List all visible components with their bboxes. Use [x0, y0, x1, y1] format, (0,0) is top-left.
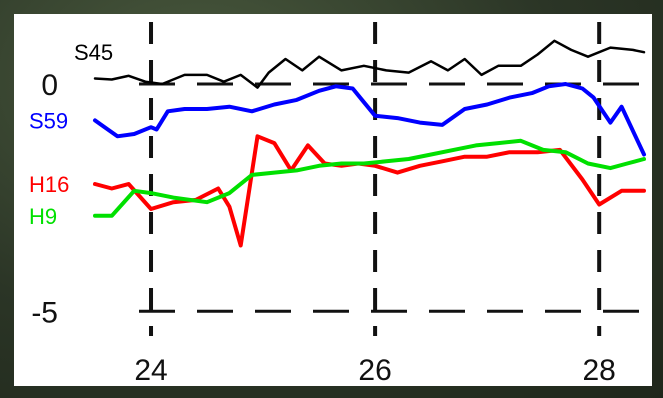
series-line-h9	[93, 138, 646, 218]
series-line-s59	[93, 82, 646, 157]
y-tick-label-0: 0	[41, 69, 58, 102]
series-label-s45: S45	[74, 40, 113, 65]
chart-panel: 24 26 28 0 -5 S45 S59 H16 H9	[14, 14, 652, 386]
series-label-h9: H9	[29, 204, 57, 229]
series-labels: S45 S59 H16 H9	[29, 40, 113, 229]
chart-series	[93, 39, 646, 248]
chart-ticks: 24 26 28 0 -5	[31, 69, 616, 386]
x-tick-label-24: 24	[134, 354, 167, 386]
x-tick-label-28: 28	[582, 354, 615, 386]
chart-grid	[139, 22, 644, 336]
line-chart: 24 26 28 0 -5 S45 S59 H16 H9	[29, 22, 646, 386]
series-line-s45	[93, 39, 646, 89]
series-label-h16: H16	[29, 172, 69, 197]
y-tick-label--5: -5	[31, 296, 58, 329]
series-label-s59: S59	[29, 108, 68, 133]
x-tick-label-26: 26	[358, 354, 391, 386]
